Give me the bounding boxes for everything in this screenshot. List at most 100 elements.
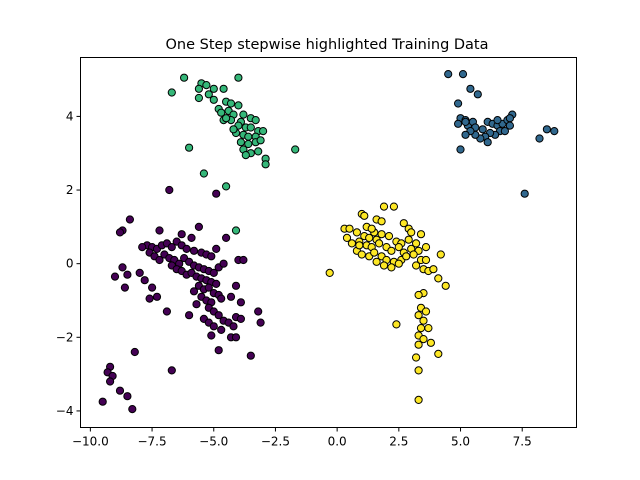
y-axis-ticks: −4 −2 0 2 4 [56, 109, 81, 418]
data-point-cluster-0-14 [167, 243, 176, 252]
data-point-cluster-0-38 [219, 259, 228, 268]
data-point-cluster-1-26 [461, 130, 470, 139]
data-point-cluster-0-99 [106, 377, 115, 386]
data-point-cluster-1-33 [550, 127, 559, 136]
data-point-cluster-3-23 [412, 239, 421, 248]
data-point-cluster-3-68 [424, 324, 433, 333]
data-points [98, 70, 559, 414]
data-point-cluster-3-12 [407, 228, 416, 237]
data-point-cluster-0-91 [239, 255, 248, 265]
data-point-cluster-3-19 [384, 232, 394, 241]
data-point-cluster-3-65 [419, 316, 428, 325]
data-point-cluster-2-4 [194, 84, 203, 93]
data-point-cluster-0-71 [217, 325, 226, 334]
data-point-cluster-0-84 [140, 276, 149, 285]
data-point-cluster-2-48 [229, 125, 238, 134]
data-point-cluster-0-83 [135, 268, 144, 277]
y-tick-label: 0 [66, 257, 74, 271]
x-axis-ticks: −10.0 −7.5 −5.0 −2.5 0.0 2.5 5.0 7.5 [72, 427, 532, 449]
data-point-cluster-3-13 [342, 233, 352, 242]
data-point-cluster-3-36 [421, 243, 431, 252]
data-point-cluster-0-100 [115, 386, 125, 395]
data-point-cluster-0-68 [229, 322, 238, 331]
data-point-cluster-1-29 [500, 127, 509, 136]
data-point-cluster-3-59 [441, 281, 450, 290]
data-point-cluster-3-55 [412, 261, 421, 270]
data-point-cluster-3-31 [387, 246, 396, 255]
data-point-cluster-0-7 [115, 228, 125, 237]
data-point-cluster-0-22 [212, 244, 221, 253]
data-point-cluster-0-79 [118, 263, 127, 272]
data-point-cluster-3-0 [379, 202, 389, 211]
data-point-cluster-3-58 [434, 274, 443, 283]
data-point-cluster-2-40 [241, 151, 250, 160]
data-point-cluster-0-92 [231, 281, 241, 290]
data-point-cluster-3-52 [394, 259, 403, 268]
data-point-cluster-1-3 [473, 90, 482, 99]
x-tick-label: 2.5 [389, 435, 408, 449]
data-point-cluster-2-10 [209, 95, 218, 104]
data-point-cluster-1-1 [458, 70, 468, 79]
data-point-cluster-1-28 [483, 138, 492, 147]
data-point-cluster-0-89 [185, 311, 194, 320]
data-point-cluster-1-4 [454, 99, 463, 108]
data-point-cluster-3-49 [372, 257, 381, 266]
data-point-cluster-3-8 [345, 224, 354, 233]
data-point-cluster-0-48 [212, 279, 221, 288]
data-point-cluster-3-3 [360, 211, 369, 220]
data-point-cluster-2-47 [231, 226, 241, 235]
data-point-cluster-1-27 [456, 145, 465, 154]
y-tick-label: −4 [56, 404, 74, 418]
x-tick-label: 5.0 [451, 435, 470, 449]
data-point-cluster-2-5 [209, 84, 218, 93]
data-point-cluster-2-3 [202, 81, 211, 90]
data-point-cluster-3-29 [375, 239, 384, 248]
data-point-cluster-3-50 [379, 261, 389, 270]
data-point-cluster-3-73 [412, 353, 421, 362]
data-point-cluster-0-95 [130, 347, 139, 357]
data-point-cluster-2-46 [222, 182, 231, 191]
data-point-cluster-0-103 [128, 405, 137, 414]
data-point-cluster-0-62 [214, 311, 223, 320]
data-point-cluster-0-70 [236, 314, 245, 323]
data-point-cluster-0-54 [189, 287, 199, 296]
data-point-cluster-2-34 [244, 139, 253, 149]
data-point-cluster-0-25 [155, 255, 164, 265]
y-tick-label: 2 [66, 183, 74, 197]
y-tick-label: −2 [56, 330, 74, 344]
data-point-cluster-0-21 [207, 252, 216, 261]
data-point-cluster-3-71 [414, 340, 423, 349]
data-point-cluster-3-63 [421, 307, 431, 316]
data-point-cluster-0-51 [204, 283, 213, 292]
data-point-cluster-0-93 [226, 292, 236, 301]
data-point-cluster-3-72 [426, 338, 435, 347]
data-point-cluster-0-2 [125, 215, 134, 224]
data-point-cluster-0-81 [110, 272, 120, 281]
data-point-cluster-1-7 [454, 119, 463, 128]
data-point-cluster-2-1 [234, 73, 243, 82]
data-point-cluster-2-7 [167, 88, 176, 97]
data-point-cluster-0-102 [98, 397, 107, 406]
data-point-cluster-0-65 [209, 322, 218, 331]
data-point-cluster-0-74 [231, 333, 241, 342]
data-point-cluster-0-104 [167, 366, 176, 375]
data-point-cluster-2-33 [236, 138, 245, 147]
data-point-cluster-3-40 [370, 248, 379, 257]
data-point-cluster-1-2 [466, 84, 475, 93]
data-point-cluster-0-0 [165, 185, 174, 195]
data-point-cluster-3-76 [414, 395, 423, 404]
data-point-cluster-0-72 [207, 331, 216, 340]
data-point-cluster-3-16 [365, 233, 374, 242]
data-point-cluster-3-67 [416, 324, 426, 333]
data-point-cluster-2-23 [251, 116, 260, 125]
data-point-cluster-0-58 [217, 294, 226, 303]
data-point-cluster-0-75 [254, 307, 263, 316]
data-point-cluster-3-1 [389, 202, 398, 211]
data-point-cluster-2-13 [234, 101, 243, 110]
data-point-cluster-3-38 [357, 250, 366, 259]
data-point-cluster-0-36 [209, 268, 218, 277]
data-point-cluster-1-35 [461, 117, 470, 127]
data-point-cluster-0-4 [177, 230, 186, 239]
data-point-cluster-0-76 [256, 318, 265, 327]
